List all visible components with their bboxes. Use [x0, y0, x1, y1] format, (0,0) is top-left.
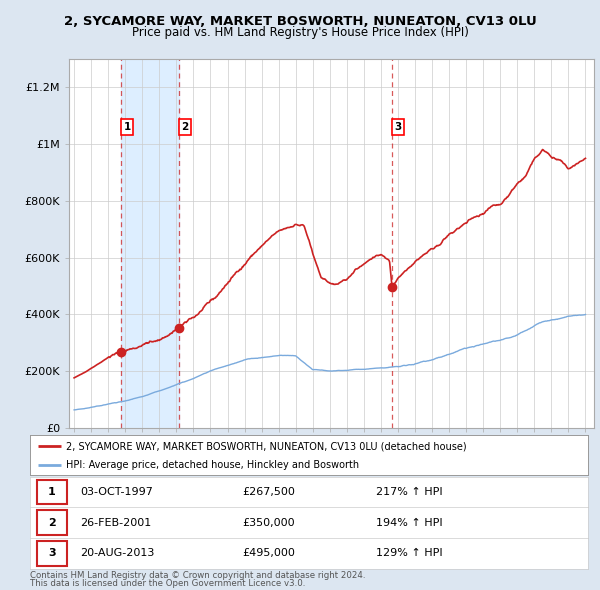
Text: 20-AUG-2013: 20-AUG-2013	[80, 549, 155, 558]
Text: 2, SYCAMORE WAY, MARKET BOSWORTH, NUNEATON, CV13 0LU: 2, SYCAMORE WAY, MARKET BOSWORTH, NUNEAT…	[64, 15, 536, 28]
Bar	[121, 59, 179, 428]
Text: 2, SYCAMORE WAY, MARKET BOSWORTH, NUNEATON, CV13 0LU (detached house): 2, SYCAMORE WAY, MARKET BOSWORTH, NUNEAT…	[66, 441, 467, 451]
Text: £350,000: £350,000	[242, 518, 295, 527]
Text: Contains HM Land Registry data © Crown copyright and database right 2024.: Contains HM Land Registry data © Crown c…	[30, 571, 365, 580]
Text: 2: 2	[48, 518, 56, 527]
FancyBboxPatch shape	[37, 510, 67, 535]
Text: £495,000: £495,000	[242, 549, 295, 558]
Text: 129% ↑ HPI: 129% ↑ HPI	[376, 549, 443, 558]
Text: 1: 1	[48, 487, 56, 497]
Text: 1: 1	[124, 122, 131, 132]
Text: 3: 3	[395, 122, 402, 132]
Text: 194% ↑ HPI: 194% ↑ HPI	[376, 518, 443, 527]
Text: This data is licensed under the Open Government Licence v3.0.: This data is licensed under the Open Gov…	[30, 579, 305, 588]
Text: 26-FEB-2001: 26-FEB-2001	[80, 518, 151, 527]
FancyBboxPatch shape	[37, 541, 67, 566]
Text: 3: 3	[48, 549, 56, 558]
Text: £267,500: £267,500	[242, 487, 295, 497]
Text: 2: 2	[181, 122, 189, 132]
Text: Price paid vs. HM Land Registry's House Price Index (HPI): Price paid vs. HM Land Registry's House …	[131, 26, 469, 39]
Text: 217% ↑ HPI: 217% ↑ HPI	[376, 487, 443, 497]
Text: 03-OCT-1997: 03-OCT-1997	[80, 487, 153, 497]
Text: HPI: Average price, detached house, Hinckley and Bosworth: HPI: Average price, detached house, Hinc…	[66, 460, 359, 470]
FancyBboxPatch shape	[37, 480, 67, 504]
